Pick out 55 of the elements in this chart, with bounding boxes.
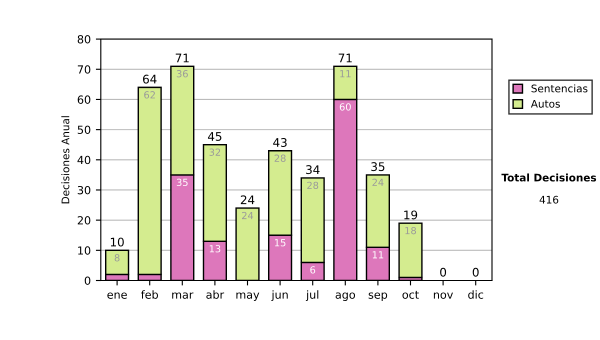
data-label: 6	[310, 266, 316, 274]
y-tick-label: 0	[84, 276, 90, 285]
data-label: 32	[209, 148, 220, 156]
x-tick-label: jun	[271, 290, 288, 301]
data-label: 60	[340, 103, 351, 111]
total-label: 19	[404, 210, 418, 220]
data-label: 24	[372, 178, 384, 186]
data-label: 62	[144, 91, 155, 99]
x-tick-label: feb	[141, 290, 158, 299]
data-label: 35	[176, 178, 188, 186]
total-label: 71	[176, 54, 189, 62]
total-label: 71	[338, 54, 352, 62]
x-tick-label: dic	[468, 290, 484, 299]
text: Total Decisiones	[501, 173, 596, 182]
x-tick-label: nov	[434, 292, 453, 299]
y-axis-title: Decisiones Anual	[61, 116, 70, 204]
x-tick-label: ene	[107, 292, 127, 299]
data-label: 15	[274, 239, 286, 246]
total-label: 0	[440, 268, 446, 277]
y-tick-label: 70	[78, 65, 90, 74]
total-label: 45	[208, 132, 222, 141]
y-tick-label: 10	[78, 246, 90, 255]
text: 416	[540, 196, 558, 204]
data-label: 28	[274, 154, 286, 162]
total-label: 24	[240, 195, 254, 204]
y-tick-label: 50	[78, 126, 90, 134]
legend-label: Sentencias	[532, 84, 588, 92]
total-label: 43	[273, 138, 287, 147]
x-tick-label: sep	[368, 292, 388, 301]
total-label: 34	[306, 165, 320, 174]
total-label: 0	[472, 268, 479, 277]
total-label: 10	[110, 238, 124, 247]
x-tick-label: oct	[402, 290, 419, 299]
data-label: 18	[405, 226, 416, 234]
data-label: 11	[372, 251, 384, 258]
data-label: 24	[242, 212, 254, 220]
x-tick-label: jul	[306, 290, 318, 301]
total-label: 35	[371, 162, 384, 172]
x-tick-label: may	[236, 292, 260, 301]
data-label: 8	[114, 254, 120, 262]
x-tick-label: mar	[172, 292, 194, 299]
y-tick-label: 20	[78, 216, 90, 225]
legend-label: Autos	[530, 100, 560, 108]
y-tick-label: 40	[77, 156, 90, 164]
data-label: 36	[176, 70, 188, 78]
y-tick-label: 30	[78, 186, 90, 194]
data-label: 11	[340, 70, 351, 78]
data-label: 13	[210, 245, 220, 252]
y-tick-label: 60	[78, 95, 90, 104]
x-tick-label: ago	[336, 292, 356, 301]
x-tick-label: abr	[206, 290, 224, 299]
data-label: 28	[307, 182, 318, 190]
y-tick-label: 80	[78, 35, 90, 44]
bar	[398, 222, 423, 278]
total-label: 64	[143, 74, 157, 84]
